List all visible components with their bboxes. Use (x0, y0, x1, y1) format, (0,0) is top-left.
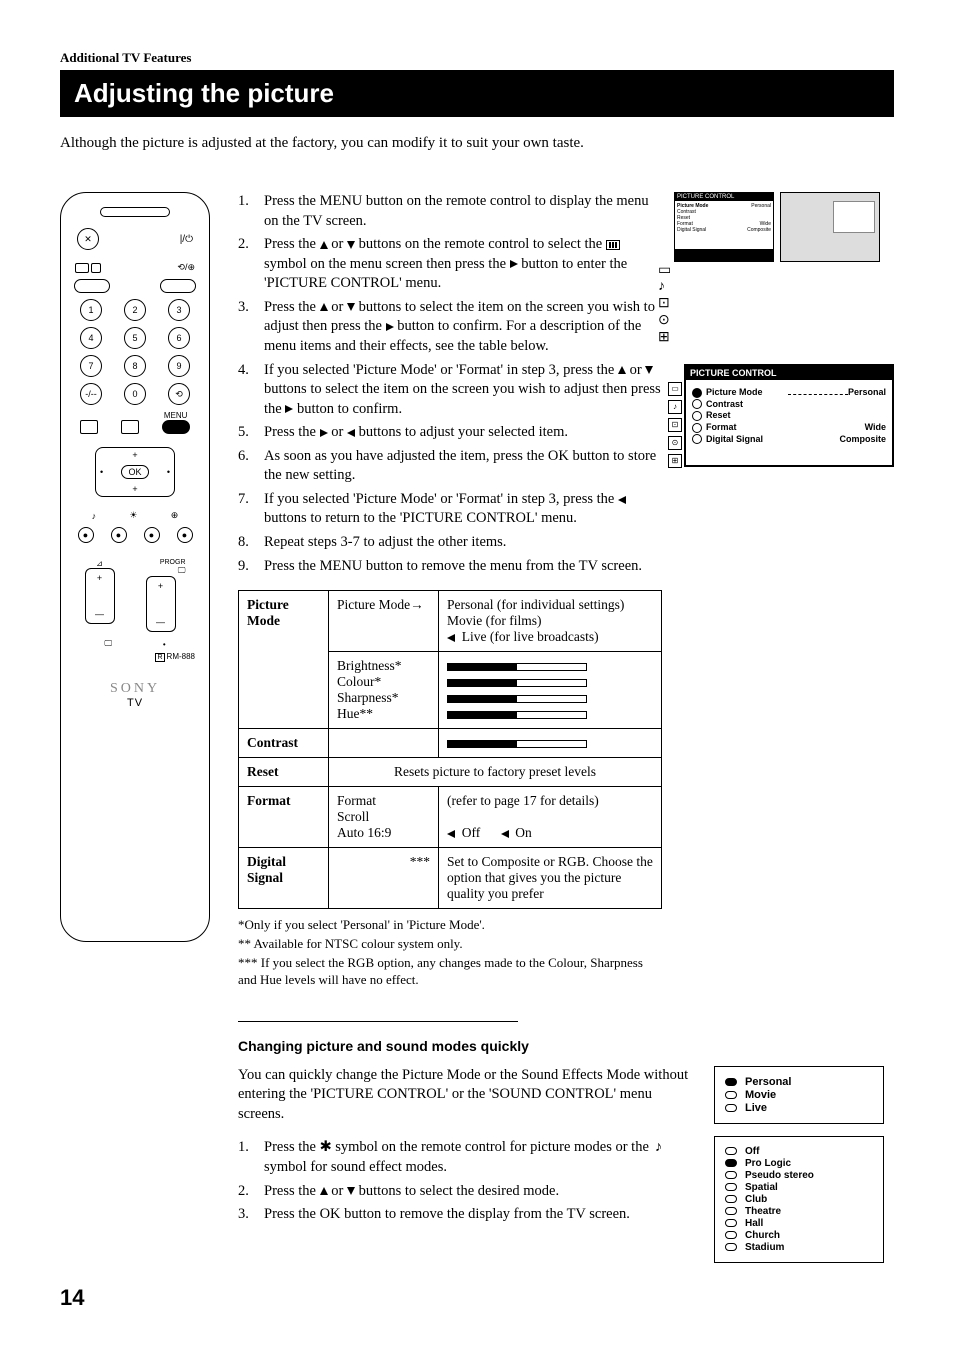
mute-icon: ✕ (77, 228, 99, 250)
quick-intro: You can quickly change the Picture Mode … (238, 1066, 694, 1125)
intro-text: Although the picture is adjusted at the … (60, 135, 894, 152)
picture-mode-box: PersonalMovieLive (714, 1066, 884, 1124)
remote-model: RM-888 (69, 652, 201, 661)
page-number: 14 (60, 1285, 894, 1311)
remote-control-diagram: ✕ |/⏻ ⟲/⊕ 123 456 789 -/--0⟲ MENU + + • (60, 192, 210, 942)
parameters-table: Picture Mode Picture Mode→ Personal (for… (238, 590, 662, 909)
sound-mode-box: OffPro LogicPseudo stereoSpatialClubThea… (714, 1136, 884, 1263)
ok-pad: + + • • OK (95, 447, 175, 497)
section-label: Additional TV Features (60, 50, 894, 66)
picture-control-menu: ▭♪⊡⊙⊞ PICTURE CONTROL Picture ModePerson… (684, 364, 894, 467)
tv-screenshot (780, 192, 880, 262)
menu-screenshot-small: PICTURE CONTROL Picture ModePersonal Con… (674, 192, 774, 262)
sony-logo: SONY (110, 681, 160, 697)
quick-heading: Changing picture and sound modes quickly (238, 1038, 894, 1054)
page-title: Adjusting the picture (60, 70, 894, 117)
footnotes: *Only if you select 'Personal' in 'Pictu… (238, 917, 662, 989)
steps-list: 1.Press the MENU button on the remote co… (238, 192, 662, 576)
quick-steps: 1.Press the ✱ symbol on the remote contr… (238, 1138, 694, 1224)
